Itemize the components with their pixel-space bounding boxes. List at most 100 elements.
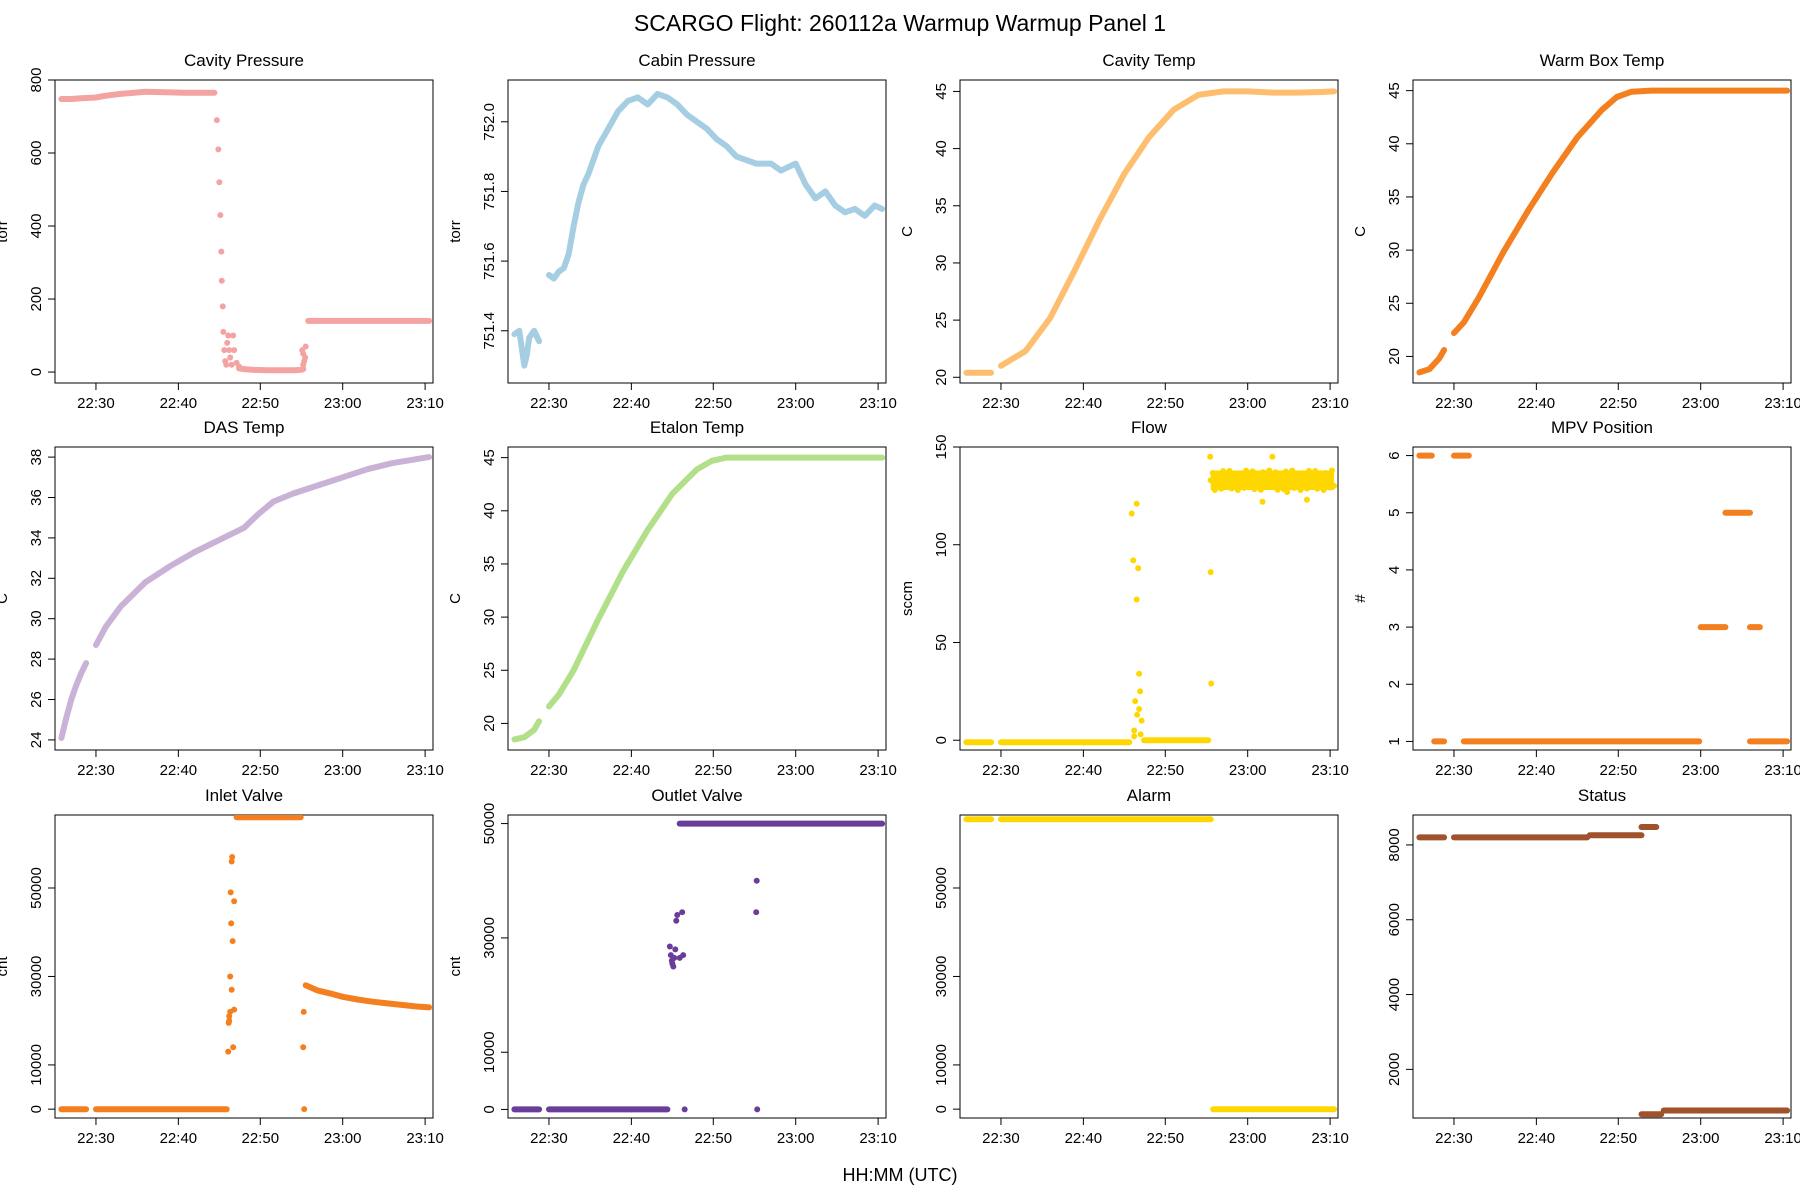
x-tick-label: 22:40	[613, 1130, 651, 1147]
figure-x-axis-label: HH:MM (UTC)	[842, 1165, 958, 1185]
data-series	[963, 816, 1338, 1113]
data-point	[218, 277, 225, 284]
data-point	[1270, 478, 1277, 485]
x-tick-label: 22:40	[160, 1130, 198, 1147]
data-point	[1230, 475, 1237, 482]
y-tick-label: 1	[1386, 737, 1403, 745]
x-tick-label: 23:00	[1229, 762, 1267, 779]
data-point	[1303, 496, 1310, 503]
x-tick-label: 22:50	[1147, 1130, 1185, 1147]
x-tick-label: 22:50	[1147, 762, 1185, 779]
y-tick-label: 150	[933, 434, 950, 459]
data-point	[300, 1008, 307, 1015]
y-tick-label: 4	[1386, 566, 1403, 574]
y-tick-label: 10000	[933, 1044, 950, 1086]
data-point	[1259, 469, 1266, 476]
data-point	[302, 343, 309, 350]
data-point	[1137, 731, 1144, 738]
panel-warm-box-temp: Warm Box Temp C 20 25 30 35 40 45 22:30 22:40 22:5…	[1352, 51, 1800, 412]
y-tick-label: 30000	[933, 956, 950, 998]
y-axis-label: #	[1352, 594, 1369, 603]
x-tick-label: 22:50	[695, 1130, 733, 1147]
x-tick-label: 22:30	[77, 762, 115, 779]
y-tick-label: 25	[933, 312, 950, 329]
data-point	[225, 1048, 232, 1055]
y-axis-label: torr	[447, 220, 464, 243]
data-point	[228, 920, 235, 927]
series-line	[511, 327, 543, 369]
data-point	[228, 858, 235, 865]
data-point	[1268, 483, 1275, 490]
data-point	[753, 909, 760, 916]
y-tick-label: 0	[933, 736, 950, 744]
data-point	[231, 1006, 238, 1013]
panel-cavity-temp: Cavity Temp C 20 25 30 35 40 45 22:30 22:40 22:50 2…	[899, 51, 1349, 412]
y-tick-label: 34	[28, 530, 45, 547]
data-point	[1207, 453, 1214, 460]
plot-frame	[54, 79, 434, 384]
panel-cavity-pressure: Cavity Pressure torr 0 200 400 600 800 22:30 22:…	[0, 51, 444, 412]
data-point	[1136, 705, 1143, 712]
x-tick-label: 23:10	[406, 1130, 444, 1147]
x-tick-label: 22:40	[1518, 395, 1556, 412]
data-point	[1266, 467, 1273, 474]
plot-frame	[507, 814, 887, 1119]
data-series	[1416, 824, 1791, 1118]
data-point	[1291, 484, 1298, 491]
y-tick-label: 4000	[1386, 978, 1403, 1011]
panel-title: Flow	[1131, 418, 1168, 437]
y-tick-label: 751.8	[481, 173, 498, 211]
y-axis-label: C	[447, 593, 464, 604]
y-tick-label: 800	[28, 67, 45, 92]
plot-frame	[54, 446, 434, 751]
y-tick-label: 10000	[28, 1044, 45, 1086]
series-line	[236, 365, 307, 374]
series-line	[546, 454, 886, 710]
panel-title: Status	[1578, 786, 1626, 805]
data-point	[223, 361, 230, 368]
data-point	[1324, 477, 1331, 484]
y-tick-label: 26	[28, 691, 45, 708]
data-point	[1293, 476, 1300, 483]
y-tick-label: 38	[28, 449, 45, 466]
data-point	[1226, 467, 1233, 474]
y-axis-label: sccm	[899, 581, 916, 616]
data-point	[218, 248, 225, 255]
x-tick-label: 23:10	[859, 762, 897, 779]
data-point	[1133, 596, 1140, 603]
x-tick-label: 23:10	[1764, 1130, 1800, 1147]
series-line	[93, 454, 433, 648]
data-point	[673, 917, 680, 924]
data-point	[1136, 670, 1143, 677]
data-point	[227, 973, 234, 980]
series-line	[1451, 87, 1791, 336]
x-tick-label: 23:00	[1229, 395, 1267, 412]
y-axis-label: torr	[0, 220, 11, 243]
x-tick-label: 22:40	[1518, 1130, 1556, 1147]
plot-frame	[507, 79, 887, 384]
plot-frame	[54, 814, 434, 1119]
data-point	[1262, 478, 1269, 485]
x-tick-label: 22:30	[530, 762, 568, 779]
data-point	[224, 339, 231, 346]
y-tick-label: 25	[1386, 295, 1403, 312]
y-tick-label: 30000	[481, 917, 498, 959]
plot-frame	[507, 446, 887, 751]
x-tick-label: 22:50	[242, 395, 280, 412]
y-tick-label: 0	[481, 1105, 498, 1113]
y-tick-label: 752.0	[481, 103, 498, 141]
panel-das-temp: DAS Temp C 24 26 28 30 32 34 36 38 22:30 22:40 22:50…	[0, 418, 444, 779]
x-tick-label: 23:00	[1682, 1130, 1720, 1147]
y-tick-label: 6000	[1386, 903, 1403, 936]
y-tick-label: 40	[481, 502, 498, 519]
data-point	[1322, 469, 1329, 476]
panel-title: DAS Temp	[204, 418, 285, 437]
panel-title: Cabin Pressure	[638, 51, 755, 70]
x-tick-label: 22:30	[77, 1130, 115, 1147]
panel-title: Cavity Temp	[1102, 51, 1195, 70]
data-point	[1320, 486, 1327, 493]
series-line	[546, 90, 886, 282]
y-tick-label: 30000	[28, 956, 45, 998]
figure-title: SCARGO Flight: 260112a Warmup Warmup Pan…	[633, 10, 1167, 36]
x-tick-label: 22:50	[1600, 762, 1638, 779]
